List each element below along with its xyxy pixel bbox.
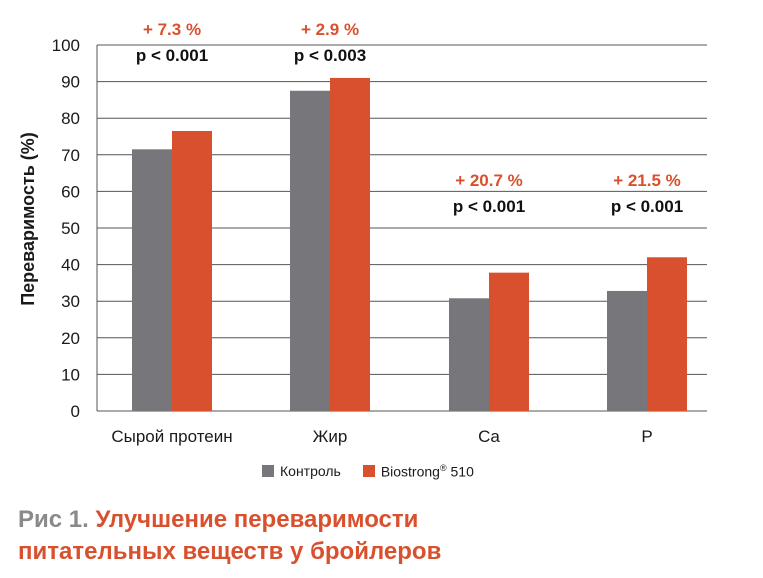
y-tick-label: 20 xyxy=(61,329,80,348)
y-axis-label: Переваримость (%) xyxy=(18,132,38,306)
y-tick-label: 90 xyxy=(61,73,80,92)
annotation-pvalue: p < 0.003 xyxy=(294,46,366,65)
caption-prefix: Рис 1. xyxy=(18,506,89,533)
category-label: Ca xyxy=(478,427,500,446)
y-tick-label: 30 xyxy=(61,292,80,311)
y-tick-label: 100 xyxy=(52,36,80,55)
y-tick-label: 80 xyxy=(61,109,80,128)
category-label: P xyxy=(641,427,652,446)
caption-title-2: питательных веществ у бройлеров xyxy=(18,538,442,565)
caption-line-1: Рис 1. Улучшение переваримости xyxy=(18,504,441,536)
legend: Контроль Biostrong® 510 xyxy=(262,463,496,480)
legend-label-control: Контроль xyxy=(280,463,341,480)
annotation-percent: + 7.3 % xyxy=(143,20,201,39)
bar-biostrong xyxy=(647,257,687,411)
annotation-percent: + 20.7 % xyxy=(455,171,523,190)
legend-item-biostrong: Biostrong® 510 xyxy=(362,463,474,480)
legend-swatch-control xyxy=(262,465,274,478)
legend-label-biostrong-num: 510 xyxy=(446,463,474,480)
caption-title-1: Улучшение переваримости xyxy=(95,506,419,533)
bar-control xyxy=(132,149,172,411)
category-label: Жир xyxy=(313,427,348,446)
legend-item-control: Контроль xyxy=(262,463,341,479)
bar-biostrong xyxy=(489,272,529,411)
legend-label-biostrong: Biostrong® 510 xyxy=(381,463,474,480)
bar-biostrong xyxy=(172,131,212,411)
y-tick-label: 70 xyxy=(61,146,80,165)
bar-control xyxy=(290,90,330,411)
legend-label-biostrong-name: Biostrong xyxy=(380,463,440,480)
registered-mark: ® xyxy=(439,463,447,473)
annotation-pvalue: p < 0.001 xyxy=(453,197,525,216)
bar-control xyxy=(607,290,647,411)
y-tick-label: 40 xyxy=(61,256,80,275)
bar-biostrong xyxy=(330,77,370,411)
annotations: + 7.3 % p < 0.001 + 2.9 % p < 0.003 + 20.7 %… xyxy=(136,20,683,216)
figure-caption: Рис 1. Улучшение переваримости питательн… xyxy=(18,504,441,568)
category-labels: Сырой протеин Жир Ca P xyxy=(111,427,652,446)
annotation-pvalue: p < 0.001 xyxy=(136,46,208,65)
bar-chart: 0 10 20 30 40 50 60 70 80 90 100 Сырой протеин Жир C… xyxy=(18,20,707,446)
bar-control xyxy=(449,298,489,411)
y-tick-label: 0 xyxy=(71,402,80,421)
annotation-pvalue: p < 0.001 xyxy=(611,197,683,216)
y-tick-label: 10 xyxy=(61,365,80,384)
bars xyxy=(132,77,687,411)
y-tick-label: 60 xyxy=(61,182,80,201)
category-label: Сырой протеин xyxy=(111,427,232,446)
y-tick-labels: 0 10 20 30 40 50 60 70 80 90 100 xyxy=(52,36,80,421)
legend-swatch-biostrong xyxy=(362,465,375,478)
annotation-percent: + 21.5 % xyxy=(613,171,681,190)
y-tick-label: 50 xyxy=(61,219,80,238)
annotation-percent: + 2.9 % xyxy=(301,20,359,39)
